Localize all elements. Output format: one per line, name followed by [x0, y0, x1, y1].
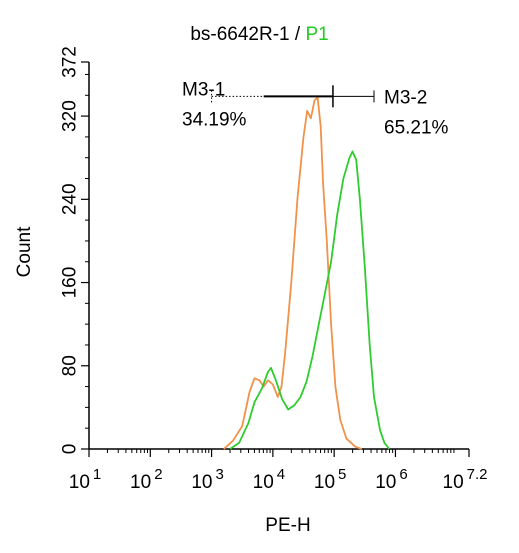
chart-title-sample: bs-6642R-1 [190, 24, 290, 45]
histogram-series-1 [223, 96, 362, 450]
x-tick-base: 10 [314, 472, 335, 493]
x-tick-exponent: 5 [338, 466, 346, 483]
chart-title-separator: / [289, 24, 306, 45]
x-tick-base: 10 [375, 472, 396, 493]
axis-ticks [81, 61, 470, 457]
right-gate-percent: 65.21% [384, 117, 449, 138]
x-tick-base: 10 [253, 472, 274, 493]
x-tick-label: 10 6 [375, 466, 407, 493]
x-tick-exponent: 3 [215, 466, 223, 483]
y-tick-label: 160 [60, 267, 81, 299]
x-tick-exponent: 1 [93, 466, 101, 483]
x-tick-label: 10 2 [130, 466, 162, 493]
y-tick-label: 320 [60, 100, 81, 132]
chart-title-gate: P1 [305, 24, 329, 45]
marker-gates: M3-1 34.19% M3-2 65.21% [182, 79, 449, 138]
x-tick-base: 10 [69, 472, 90, 493]
histogram-series-2 [229, 150, 391, 450]
y-tick-label: 0 [60, 444, 81, 455]
y-axis-label: Count [14, 226, 35, 277]
x-tick-exponent: 2 [154, 466, 162, 483]
x-tick-base: 10 [191, 472, 212, 493]
x-tick-exponent: 7.2 [467, 466, 488, 483]
right-gate-label: M3-2 [384, 87, 427, 108]
series-group [223, 96, 391, 450]
left-gate-percent: 34.19% [182, 109, 247, 130]
x-tick-base: 10 [130, 472, 151, 493]
x-tick-exponent: 4 [277, 466, 285, 483]
x-tick-exponent: 6 [399, 466, 407, 483]
y-tick-label: 240 [60, 183, 81, 215]
x-tick-label: 10 1 [69, 466, 101, 493]
left-gate-label: M3-1 [182, 79, 225, 100]
x-tick-label: 10 7.2 [443, 466, 488, 493]
x-tick-base: 10 [443, 472, 464, 493]
x-tick-label: 10 3 [191, 466, 223, 493]
x-tick-label: 10 4 [253, 466, 285, 493]
axes-frame [88, 62, 469, 450]
x-axis-label: PE-H [265, 515, 310, 536]
chart-title: bs-6642R-1 / P1 [0, 24, 519, 46]
y-tick-label: 372 [60, 46, 81, 78]
x-tick-label: 10 5 [314, 466, 346, 493]
y-tick-label: 80 [60, 355, 81, 376]
